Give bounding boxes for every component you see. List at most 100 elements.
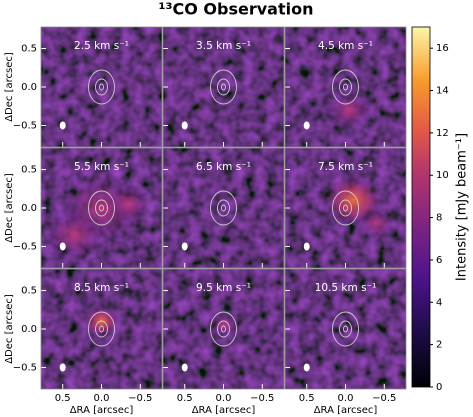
beam — [59, 242, 66, 251]
x-tick-label: −0.5 — [372, 393, 396, 404]
x-axis-label: ΔRA [arcsec] — [314, 405, 378, 416]
panel: 6.5 km s⁻¹ — [162, 147, 285, 269]
contour — [217, 199, 230, 217]
x-axis-label: ΔRA [arcsec] — [192, 405, 256, 416]
contour — [217, 320, 230, 338]
panel-frame — [40, 268, 163, 390]
panel-label: 10.5 km s⁻¹ — [315, 282, 377, 294]
x-tick-label: 0.0 — [216, 393, 232, 404]
contour — [88, 190, 115, 226]
contour — [88, 69, 115, 105]
panel-frame — [162, 26, 285, 148]
emission — [209, 313, 238, 338]
x-axis-label: ΔRA [arcsec] — [70, 405, 134, 416]
y-axis-label: ΔDec [arcsec] — [4, 52, 15, 122]
panel-label: 3.5 km s⁻¹ — [196, 40, 251, 52]
contour — [210, 311, 237, 347]
y-tick-label: 0.5 — [21, 286, 37, 297]
contour — [332, 69, 359, 105]
beam — [181, 242, 188, 251]
emission — [358, 208, 395, 239]
panel: 5.5 km s⁻¹ — [40, 147, 163, 269]
contour — [95, 320, 108, 338]
colorbar-tick-label: 0 — [436, 382, 442, 393]
contour — [99, 325, 104, 333]
contour — [339, 78, 352, 96]
beam — [181, 121, 188, 130]
contour — [221, 204, 226, 212]
contour — [217, 78, 230, 96]
contour — [339, 199, 352, 217]
y-tick-label: 0.0 — [21, 203, 37, 214]
contour — [343, 325, 348, 333]
panel: 4.5 km s⁻¹ — [284, 26, 407, 148]
panel-frame — [40, 26, 163, 148]
panel-frame — [162, 268, 285, 390]
x-tick-label: 0.5 — [177, 393, 193, 404]
panel-label: 7.5 km s⁻¹ — [318, 161, 373, 173]
emission — [106, 185, 151, 223]
contour — [343, 83, 348, 91]
emission — [44, 209, 105, 261]
contour — [339, 320, 352, 338]
x-tick-label: −0.5 — [128, 393, 152, 404]
contour — [210, 69, 237, 105]
y-axis-label: ΔDec [arcsec] — [4, 294, 15, 364]
colorbar-tick-label: 12 — [436, 128, 449, 139]
contour — [95, 78, 108, 96]
colorbar-label: Intensity [mJy beam⁻¹] — [455, 133, 470, 281]
beam — [303, 121, 310, 130]
beam — [59, 121, 66, 130]
panel: 2.5 km s⁻¹ — [40, 26, 163, 148]
panel-label: 2.5 km s⁻¹ — [74, 40, 129, 52]
y-tick-label: 0.0 — [21, 82, 37, 93]
panel: 8.5 km s⁻¹ — [40, 268, 163, 390]
y-tick-label: 0.5 — [21, 44, 37, 55]
panel-label: 5.5 km s⁻¹ — [74, 161, 129, 173]
colorbar-tick-label: 2 — [436, 340, 442, 351]
y-tick-label: −0.5 — [13, 120, 37, 131]
panel-label: 9.5 km s⁻¹ — [196, 282, 251, 294]
x-tick-label: 0.5 — [299, 393, 315, 404]
contour — [332, 311, 359, 347]
panel: 10.5 km s⁻¹ — [284, 268, 407, 390]
panel-frame — [40, 147, 163, 269]
chart-title: ¹³CO Observation — [159, 0, 314, 19]
emission — [327, 91, 372, 129]
colorbar-tick-label: 16 — [436, 43, 449, 54]
y-tick-label: 0.5 — [21, 165, 37, 176]
x-tick-label: 0.0 — [94, 393, 110, 404]
panel-frame — [284, 26, 407, 148]
beam — [303, 363, 310, 372]
panel: 3.5 km s⁻¹ — [162, 26, 285, 148]
colorbar — [411, 26, 431, 388]
beam — [303, 242, 310, 251]
contour — [221, 83, 226, 91]
panel-frame — [162, 147, 285, 269]
panel-label: 6.5 km s⁻¹ — [196, 161, 251, 173]
x-tick-label: 0.0 — [338, 393, 354, 404]
colorbar-tick-label: 4 — [436, 297, 442, 308]
panel: 7.5 km s⁻¹ — [284, 147, 407, 269]
x-tick-label: 0.5 — [55, 393, 71, 404]
panel-frame — [284, 147, 407, 269]
y-tick-label: −0.5 — [13, 241, 37, 252]
colorbar-tick-label: 8 — [436, 213, 442, 224]
contour — [99, 204, 104, 212]
panel: 9.5 km s⁻¹ — [162, 268, 285, 390]
contour — [221, 325, 226, 333]
contour — [88, 311, 115, 347]
panel-label: 8.5 km s⁻¹ — [74, 282, 129, 294]
colorbar-tick-label: 10 — [436, 170, 449, 181]
beam — [181, 363, 188, 372]
contour — [210, 190, 237, 226]
contour — [99, 83, 104, 91]
y-axis-label: ΔDec [arcsec] — [4, 173, 15, 243]
y-tick-label: 0.0 — [21, 324, 37, 335]
colorbar-tick-label: 14 — [436, 86, 449, 97]
contour — [343, 204, 348, 212]
panel-label: 4.5 km s⁻¹ — [318, 40, 373, 52]
x-tick-label: −0.5 — [250, 393, 274, 404]
beam — [59, 363, 66, 372]
